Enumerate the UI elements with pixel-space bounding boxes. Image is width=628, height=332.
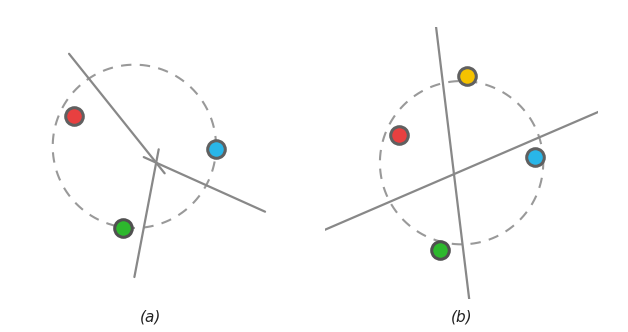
Point xyxy=(211,146,221,152)
Point xyxy=(530,155,540,160)
Point xyxy=(435,247,445,252)
Point xyxy=(462,73,472,78)
Point xyxy=(394,133,404,138)
Text: (a): (a) xyxy=(140,310,161,325)
Point xyxy=(70,114,80,119)
Text: (b): (b) xyxy=(451,310,472,325)
Point xyxy=(119,225,129,231)
